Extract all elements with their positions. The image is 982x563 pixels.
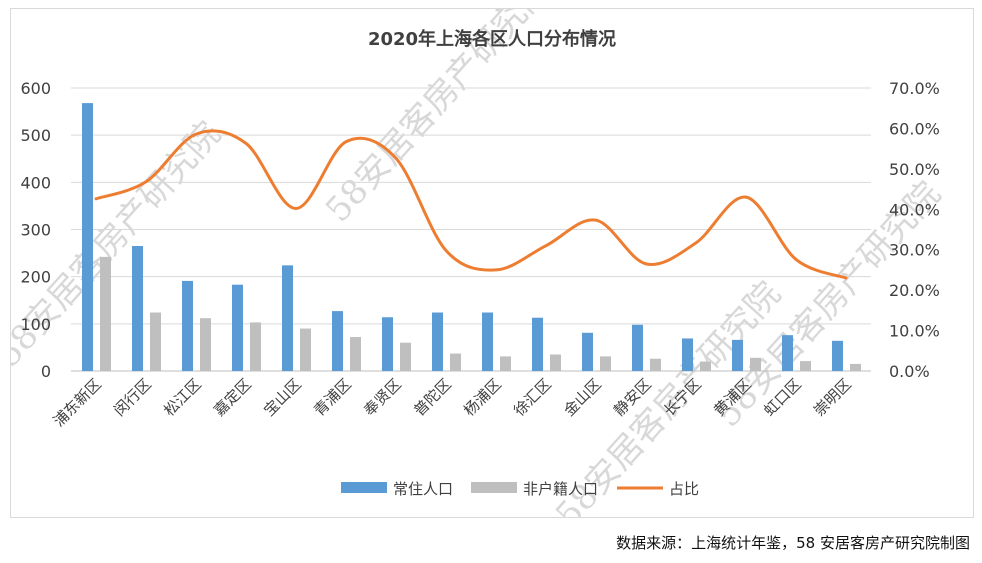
x-tick-label: 金山区 <box>560 375 605 420</box>
bar-resident <box>782 335 793 371</box>
bar-resident <box>232 284 243 371</box>
y-right-tick-label: 70.0% <box>889 79 940 98</box>
y-left-tick-label: 400 <box>20 173 51 192</box>
y-right-tick-label: 0.0% <box>889 362 930 381</box>
line-layer <box>94 129 848 280</box>
y-left-tick-label: 600 <box>20 79 51 98</box>
x-tick-label: 宝山区 <box>260 375 305 420</box>
bar-resident <box>332 311 343 371</box>
y-left-tick-label: 100 <box>20 315 51 334</box>
bar-nonhukou <box>450 353 461 371</box>
y-right-tick-label: 30.0% <box>889 241 940 260</box>
legend-swatch <box>471 482 517 493</box>
bar-nonhukou <box>600 356 611 371</box>
x-tick-label: 嘉定区 <box>210 375 255 420</box>
chart-title: 2020年上海各区人口分布情况 <box>368 28 616 50</box>
x-tick-label: 普陀区 <box>410 375 455 420</box>
bar-resident <box>432 312 443 371</box>
series-line-ratio <box>94 129 848 280</box>
bar-resident <box>582 332 593 371</box>
bar-nonhukou <box>650 358 661 371</box>
bar-resident <box>132 246 143 371</box>
y-right-tick-label: 50.0% <box>889 160 940 179</box>
watermark-text: 58安居客房产研究院 <box>11 114 229 375</box>
chart-frame: 58安居客房产研究院 58安居客房产研究院 58安居客房产研究院 58安居客房产研究院… <box>10 8 974 518</box>
source-note: 数据来源：上海统计年鉴，58 安居客房产研究院制图 <box>616 534 970 552</box>
bar-resident <box>82 103 93 372</box>
bar-nonhukou <box>100 256 111 371</box>
bar-nonhukou <box>400 342 411 371</box>
x-tick-label: 松江区 <box>160 375 205 420</box>
legend: 常住人口 非户籍人口 占比 <box>341 480 699 498</box>
bar-nonhukou <box>150 312 161 371</box>
x-tick-label: 徐汇区 <box>510 375 555 420</box>
y-right-tick-label: 10.0% <box>889 322 940 341</box>
bar-resident <box>382 317 393 371</box>
bar-nonhukou <box>700 361 711 371</box>
x-tick-label: 奉贤区 <box>360 375 405 420</box>
x-tick-label: 闵行区 <box>110 375 155 420</box>
y-left-tick-label: 200 <box>20 268 51 287</box>
legend-label: 占比 <box>669 480 699 498</box>
y-right-tick-label: 60.0% <box>889 119 940 138</box>
axes-layer: 0 100 200 300 400 500 600 0.0% 10.0% 20.0% 30.0% 40… <box>20 79 939 430</box>
bars-layer <box>82 103 861 372</box>
bar-resident <box>532 317 543 371</box>
bar-resident <box>482 312 493 371</box>
x-tick-label: 青浦区 <box>310 375 355 420</box>
x-tick-label: 浦东新区 <box>50 375 105 430</box>
bar-nonhukou <box>800 361 811 371</box>
bar-resident <box>182 280 193 371</box>
legend-label: 非户籍人口 <box>523 480 598 498</box>
bar-nonhukou <box>350 337 361 371</box>
bar-nonhukou <box>300 328 311 371</box>
y-right-tick-label: 40.0% <box>889 200 940 219</box>
bar-nonhukou <box>750 357 761 371</box>
chart-svg: 58安居客房产研究院58安居客房产研究院58安居客房产研究院58安居客房产研究院… <box>11 9 949 517</box>
legend-swatch <box>341 482 387 493</box>
y-left-tick-label: 500 <box>20 126 51 145</box>
bar-resident <box>682 338 693 371</box>
y-left-tick-label: 300 <box>20 221 51 240</box>
y-left-tick-label: 0 <box>41 362 51 381</box>
bar-resident <box>732 339 743 371</box>
bar-nonhukou <box>500 356 511 371</box>
bar-nonhukou <box>250 322 261 371</box>
x-tick-label: 崇明区 <box>810 375 855 420</box>
bar-resident <box>632 324 643 371</box>
bar-resident <box>832 340 843 371</box>
bar-nonhukou <box>200 318 211 371</box>
x-tick-label: 杨浦区 <box>460 375 505 420</box>
bar-nonhukou <box>850 363 861 371</box>
bar-resident <box>282 265 293 371</box>
legend-label: 常住人口 <box>393 480 453 498</box>
bar-nonhukou <box>550 354 561 371</box>
y-right-tick-label: 20.0% <box>889 281 940 300</box>
